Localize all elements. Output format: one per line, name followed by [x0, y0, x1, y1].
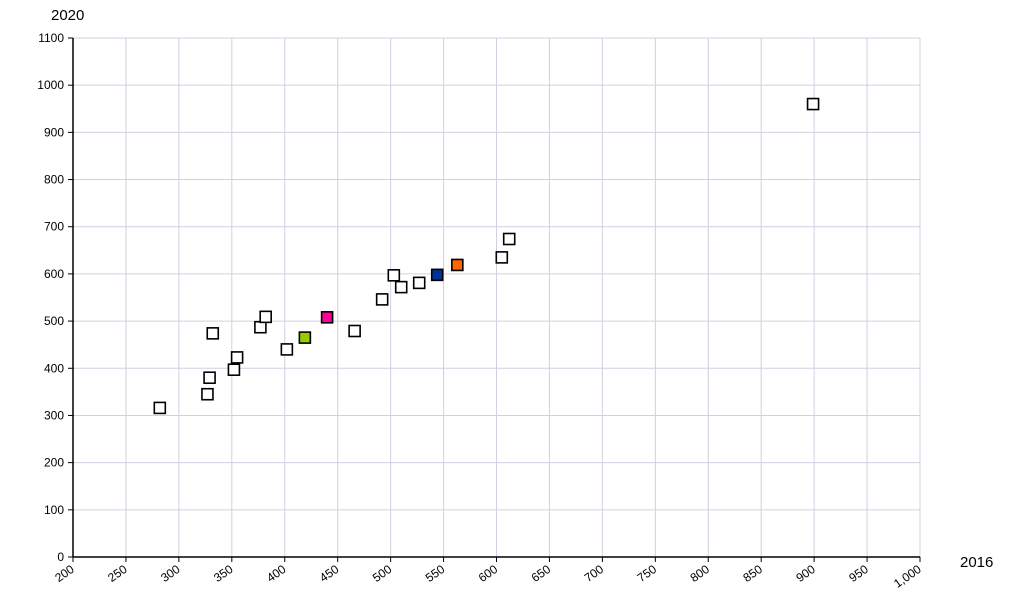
- data-point: [394, 280, 408, 294]
- data-point: [412, 276, 426, 290]
- axes: [68, 37, 921, 562]
- highlighted-point: [430, 268, 444, 282]
- data-point: [348, 324, 361, 338]
- y-axis-ticks: 0 100 200 300 400 500 600 700 800 900 1000 1100: [37, 31, 64, 564]
- x-tick-label: 550: [423, 562, 448, 585]
- x-tick-label: 500: [370, 562, 395, 585]
- data-point: [153, 401, 167, 415]
- y-axis-label: 2020: [51, 7, 85, 24]
- x-tick-label: 900: [793, 562, 818, 585]
- y-tick-label: 700: [44, 220, 64, 234]
- data-point: [259, 310, 272, 324]
- y-tick-label: 1100: [38, 31, 64, 45]
- highlighted-point: [451, 258, 464, 272]
- x-tick-label: 300: [158, 562, 183, 585]
- highlighted-point: [320, 311, 334, 324]
- x-tick-label: 800: [688, 562, 713, 585]
- x-tick-label: 450: [317, 562, 342, 585]
- data-point: [254, 320, 267, 334]
- x-tick-label: 400: [264, 562, 289, 585]
- x-axis-label: 2016: [960, 554, 994, 571]
- y-tick-label: 300: [44, 408, 64, 422]
- data-point: [502, 232, 516, 246]
- data-point: [206, 327, 220, 340]
- x-tick-label: 350: [211, 562, 236, 585]
- x-tick-label: 950: [846, 562, 871, 585]
- x-tick-label: 200: [52, 562, 77, 585]
- x-tick-label: 750: [635, 562, 660, 585]
- data-point: [203, 371, 216, 385]
- x-tick-label: 650: [529, 562, 554, 585]
- x-axis-ticks: 200 250 300 350 400 450 500 550 600 650 700 750 800 8…: [52, 562, 924, 591]
- x-tick-label: 700: [582, 562, 607, 585]
- x-tick-label: 1,000: [891, 562, 924, 591]
- y-tick-label: 1000: [37, 78, 64, 92]
- y-tick-label: 200: [44, 456, 64, 470]
- highlighted-point: [298, 331, 312, 344]
- data-point: [806, 97, 820, 111]
- grid: [73, 37, 921, 557]
- data-point: [375, 293, 389, 306]
- x-tick-label: 250: [105, 562, 130, 585]
- data-point: [227, 363, 241, 376]
- x-tick-label: 850: [740, 562, 765, 585]
- y-tick-label: 0: [57, 550, 64, 564]
- x-tick-label: 600: [476, 562, 501, 585]
- data-point: [230, 351, 244, 364]
- y-tick-label: 500: [44, 314, 64, 328]
- y-tick-label: 900: [44, 125, 64, 139]
- data-point: [495, 251, 509, 264]
- data-point: [387, 269, 401, 282]
- data-point: [280, 343, 294, 356]
- y-tick-label: 800: [44, 173, 64, 187]
- y-tick-label: 400: [44, 361, 64, 375]
- y-tick-label: 100: [44, 503, 64, 517]
- data-point: [201, 387, 214, 401]
- y-tick-label: 600: [44, 267, 64, 281]
- data-points: [153, 97, 820, 415]
